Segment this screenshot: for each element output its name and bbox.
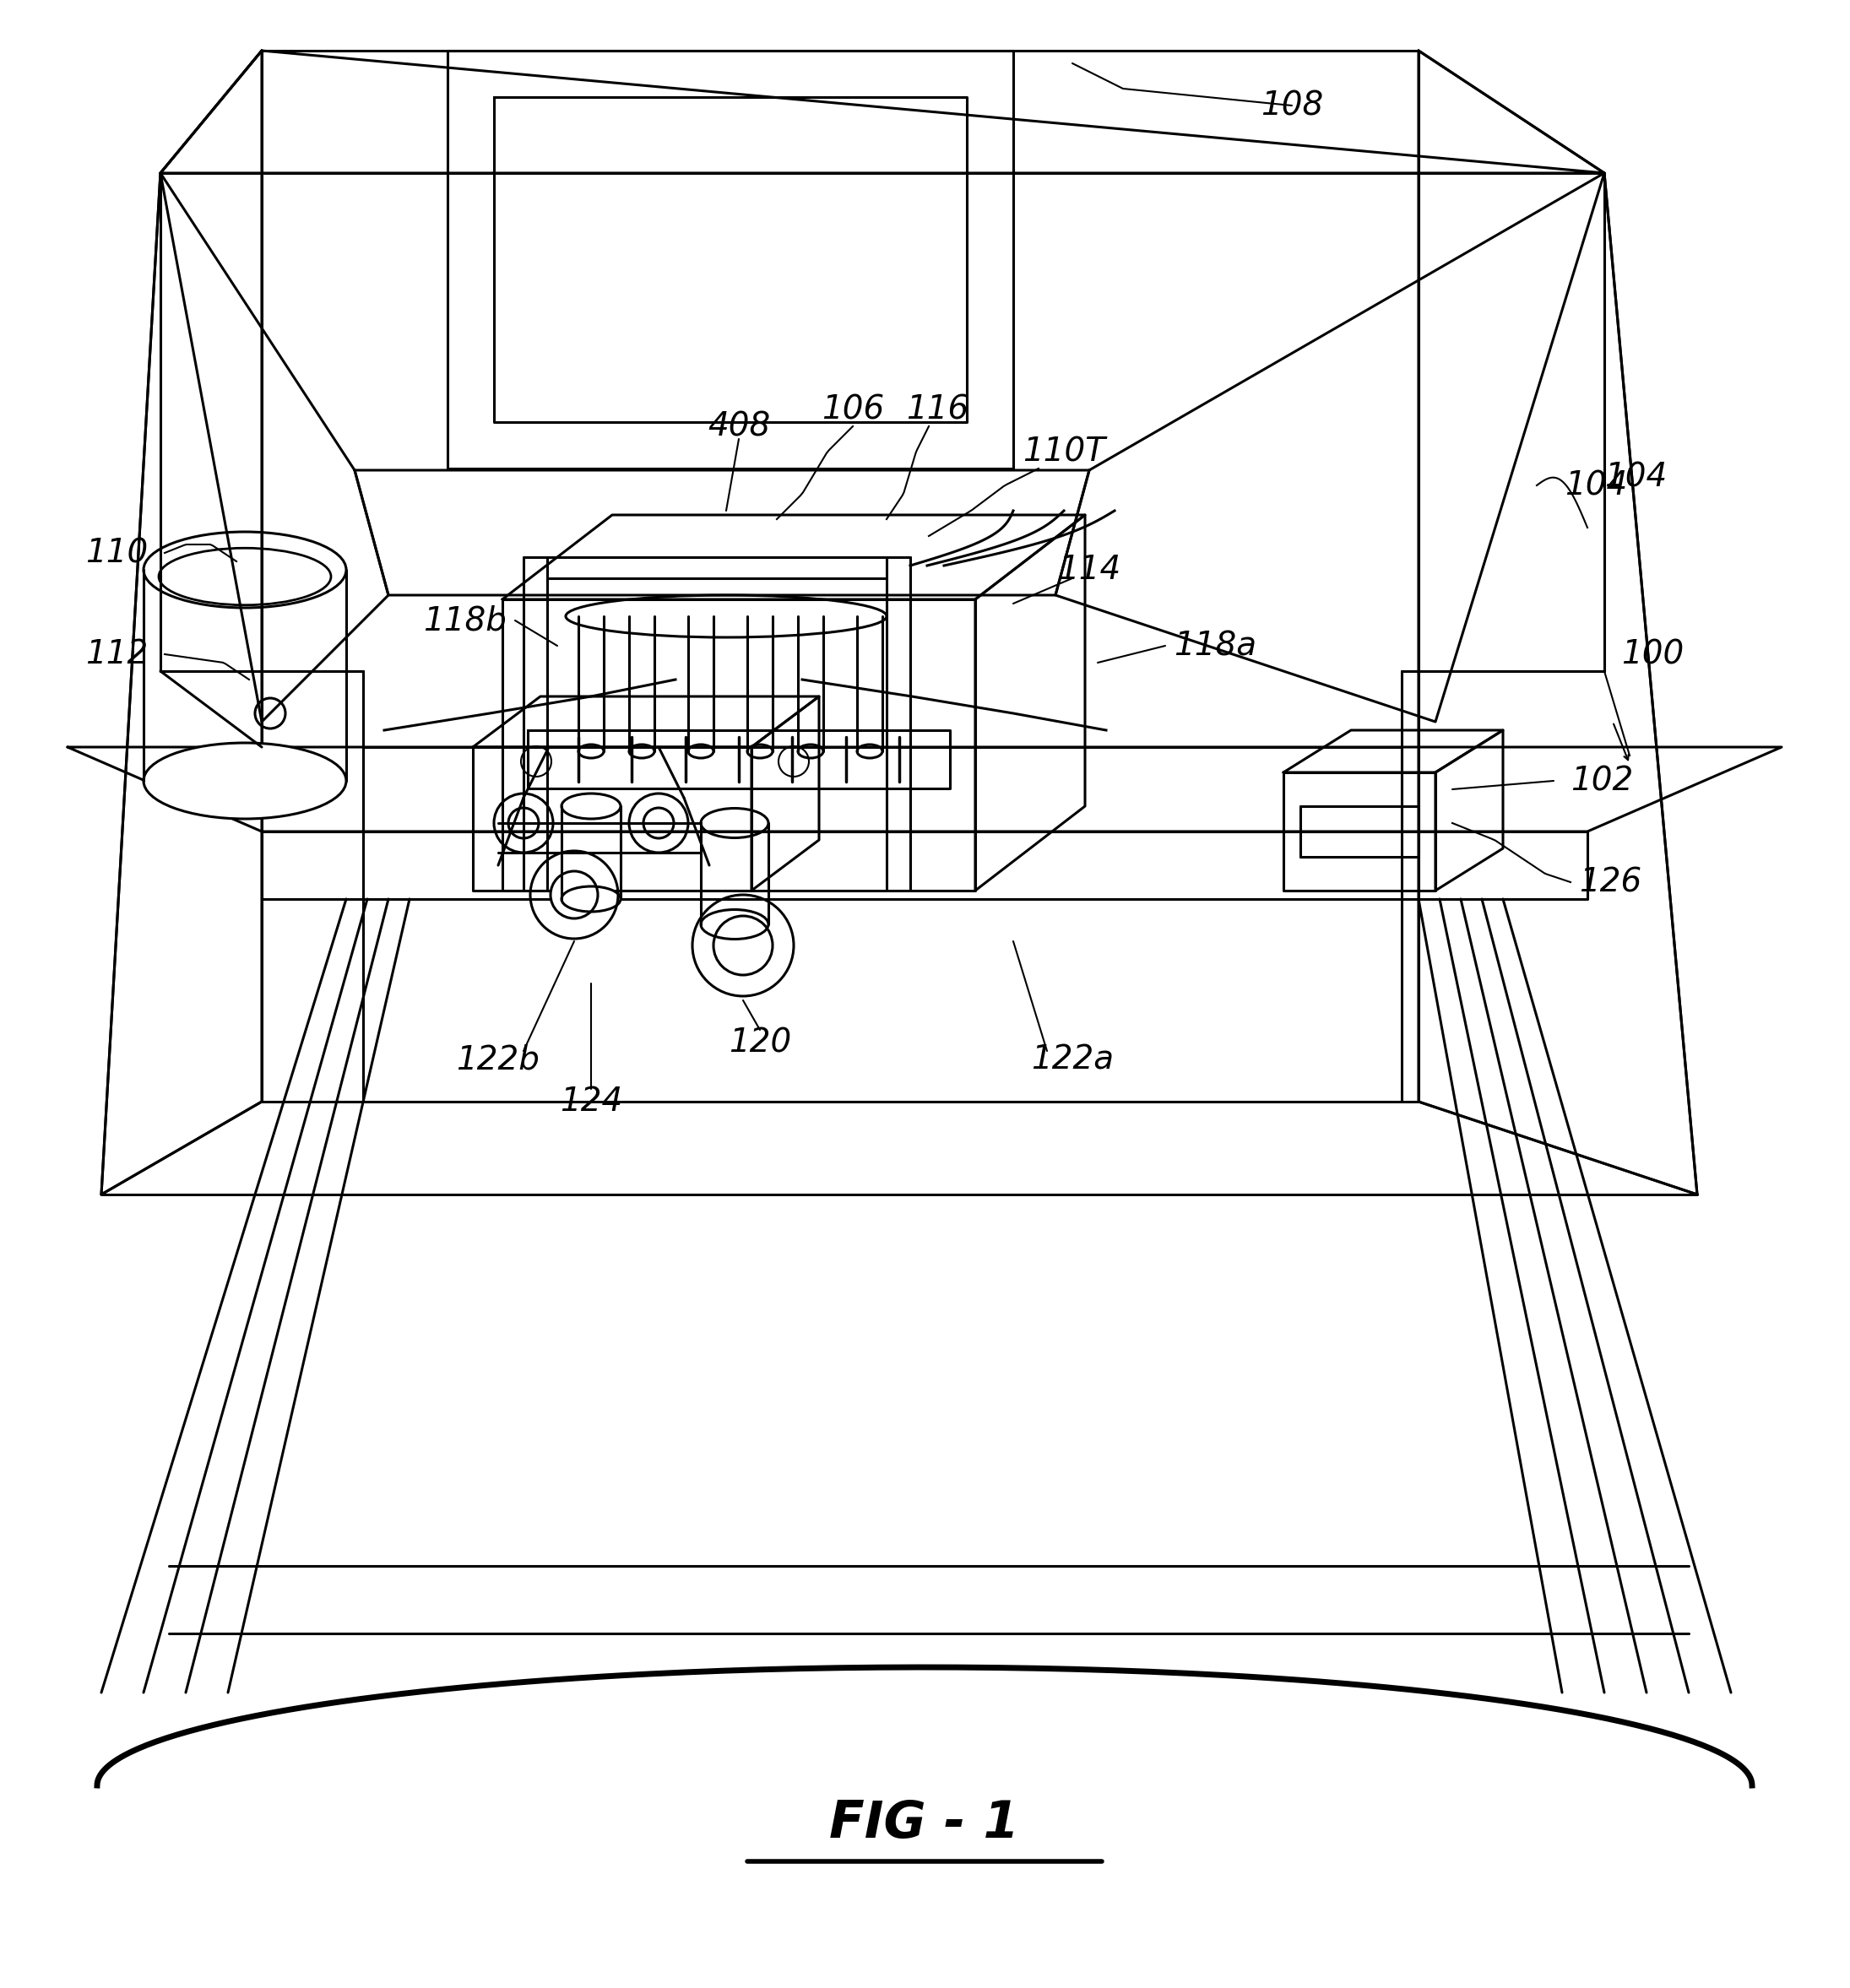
Text: 124: 124 [561, 1085, 622, 1117]
Text: 102: 102 [1571, 765, 1634, 797]
Polygon shape [1284, 730, 1502, 773]
Polygon shape [503, 515, 1084, 598]
Text: 104: 104 [1565, 469, 1628, 501]
Text: 112: 112 [85, 638, 148, 670]
Text: FIG - 1: FIG - 1 [829, 1799, 1019, 1849]
Text: 118b: 118b [424, 604, 507, 636]
Text: 108: 108 [1260, 89, 1323, 121]
Circle shape [714, 916, 771, 974]
Polygon shape [161, 50, 1604, 173]
Text: 106: 106 [821, 394, 884, 425]
Text: 110: 110 [85, 537, 148, 569]
Text: 110T: 110T [1023, 435, 1104, 467]
Ellipse shape [562, 887, 620, 912]
Polygon shape [474, 696, 820, 747]
Polygon shape [448, 50, 1014, 469]
Text: 122a: 122a [1030, 1044, 1114, 1076]
Polygon shape [261, 831, 1587, 899]
Ellipse shape [144, 744, 346, 819]
Polygon shape [527, 730, 949, 789]
Polygon shape [751, 696, 820, 891]
Polygon shape [1419, 50, 1696, 1195]
Polygon shape [494, 97, 968, 421]
Text: 116: 116 [906, 394, 969, 425]
Polygon shape [975, 515, 1084, 891]
Polygon shape [355, 471, 1090, 594]
Text: 114: 114 [1058, 555, 1121, 586]
Ellipse shape [701, 911, 768, 938]
Polygon shape [503, 598, 975, 891]
Polygon shape [474, 747, 751, 891]
Text: 104: 104 [1604, 461, 1667, 493]
Polygon shape [1284, 773, 1436, 891]
Polygon shape [68, 747, 1782, 831]
Text: 126: 126 [1578, 867, 1641, 899]
Text: 408: 408 [707, 410, 770, 443]
Text: 120: 120 [729, 1026, 792, 1058]
Polygon shape [161, 173, 388, 722]
Text: 122b: 122b [457, 1044, 540, 1076]
Text: 100: 100 [1621, 638, 1684, 670]
Text: 118a: 118a [1173, 630, 1256, 662]
Circle shape [551, 873, 598, 918]
Polygon shape [1436, 730, 1502, 891]
Polygon shape [1056, 173, 1604, 722]
Polygon shape [102, 50, 261, 1195]
